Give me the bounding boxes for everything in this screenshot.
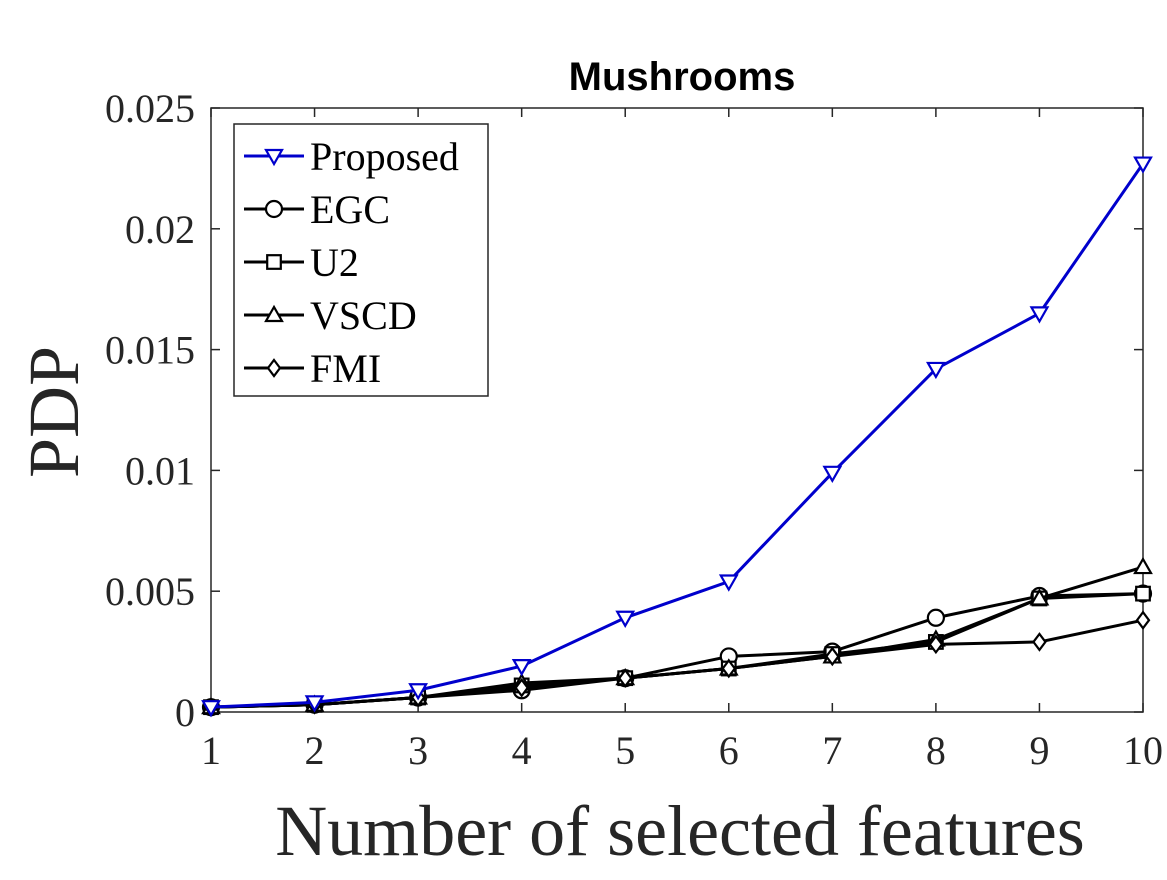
y-tick-label: 0.01 [125,448,195,493]
y-tick-label: 0.005 [105,569,195,614]
y-tick-label: 0.02 [125,207,195,252]
legend-label-proposed: Proposed [310,134,459,179]
data-point-fmi [617,668,633,689]
data-point-proposed [925,361,946,380]
x-tick-label: 4 [512,728,532,773]
x-tick-label: 9 [1029,728,1049,773]
data-point-proposed [822,465,843,484]
y-tick-label: 0.025 [105,86,195,131]
y-tick-label: 0 [175,690,195,735]
axes: 1 2 3 4 5 6 7 8 9 10 0 0.005 0.01 0.015 0.02 0.025 [105,86,1163,773]
series-fmi [203,610,1151,718]
data-point-fmi [1032,632,1047,652]
x-tick-label: 10 [1123,728,1163,773]
legend-label-fmi: FMI [310,346,381,391]
data-point-proposed [304,695,325,713]
x-tick-label: 2 [305,728,325,773]
data-point-proposed [201,700,221,718]
data-point-fmi [721,658,737,679]
legend-marker-fmi [266,358,282,378]
data-point-u2 [1135,585,1151,602]
legend-label-egc: EGC [310,187,390,232]
data-point-vscd [1133,556,1153,575]
data-point-proposed [511,658,532,677]
legend-marker-proposed [264,148,284,167]
legend-marker-vscd [264,304,284,323]
data-point-proposed [1133,156,1153,174]
legend-marker-u2 [266,254,282,270]
data-point-proposed [615,610,636,628]
x-tick-label: 3 [408,728,428,773]
data-point-fmi [514,678,530,698]
data-point-proposed [408,683,429,701]
x-axis-label: Number of selected features [275,791,1085,871]
data-point-egc [926,608,945,627]
series-proposed [201,156,1153,718]
x-tick-label: 7 [822,728,842,773]
x-tick-label: 1 [201,728,221,773]
y-axis-label: PDP [14,346,94,478]
legend: Proposed EGC U2 VSCD FMI [233,123,489,397]
chart-title: Mushrooms [569,55,796,99]
legend-label-u2: U2 [310,240,359,285]
data-point-fmi [1135,610,1151,631]
x-tick-label: 5 [615,728,635,773]
x-tick-label: 6 [719,728,739,773]
legend-marker-egc [264,199,284,219]
data-point-fmi [928,634,944,655]
series-layer [201,156,1153,718]
data-point-proposed [1029,306,1050,324]
legend-label-vscd: VSCD [310,293,417,338]
y-tick-label: 0.015 [105,328,195,373]
data-point-vscd [1029,588,1050,606]
data-point-fmi [824,646,840,667]
plot-frame [210,107,1144,713]
series-line-fmi [210,618,1144,709]
x-tick-label: 8 [926,728,946,773]
data-point-proposed [718,574,739,592]
series-line-proposed [210,162,1145,709]
